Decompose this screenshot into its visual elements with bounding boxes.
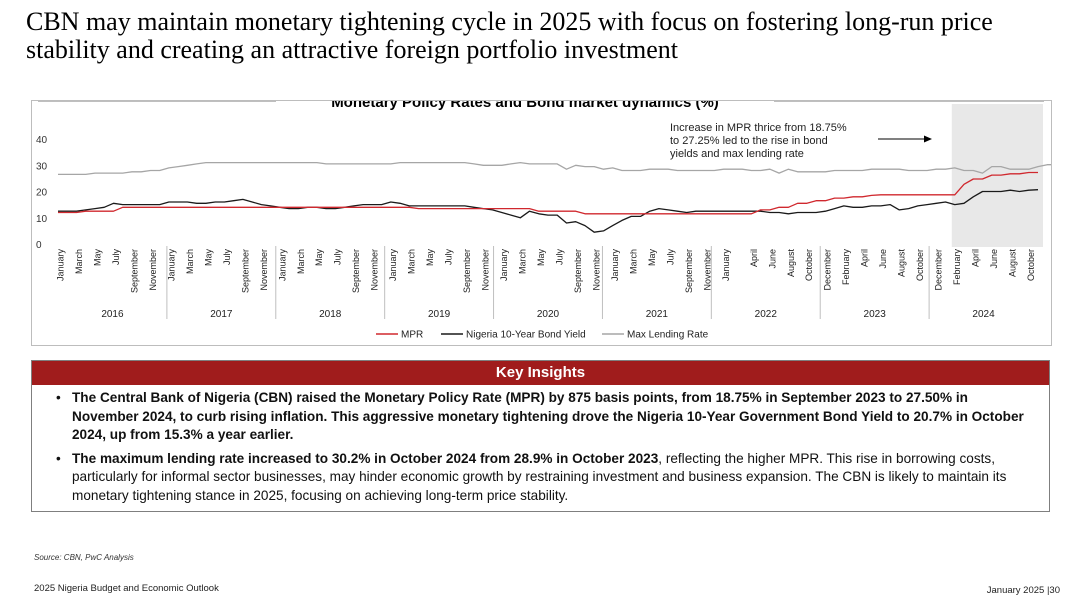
x-tick-label: October bbox=[804, 249, 814, 281]
series-line bbox=[58, 171, 1038, 215]
x-tick-label: October bbox=[1026, 249, 1036, 281]
x-tick-label: November bbox=[592, 249, 602, 291]
x-tick-label: August bbox=[786, 249, 796, 278]
y-tick-label: 0 bbox=[36, 240, 42, 251]
insights-list: The Central Bank of Nigeria (CBN) raised… bbox=[32, 389, 1049, 505]
x-tick-label: November bbox=[148, 249, 158, 291]
x-tick-label: July bbox=[111, 249, 121, 266]
x-tick-label: July bbox=[555, 249, 565, 266]
x-tick-label: September bbox=[462, 249, 472, 293]
series-line bbox=[58, 161, 1051, 176]
insight-2-text: , reflecting the higher MPR. This rise i… bbox=[72, 450, 1007, 503]
x-tick-label: November bbox=[481, 249, 491, 291]
footer-report-title: 2025 Nigeria Budget and Economic Outlook bbox=[34, 583, 219, 594]
x-tick-label: September bbox=[684, 249, 694, 293]
key-insights-panel: Key Insights The Central Bank of Nigeria… bbox=[31, 360, 1050, 512]
x-tick-label: March bbox=[629, 249, 639, 274]
x-tick-label: December bbox=[934, 249, 944, 291]
x-tick-label: February bbox=[841, 249, 851, 286]
year-label: 2020 bbox=[537, 309, 560, 320]
x-tick-label: September bbox=[351, 249, 361, 293]
year-label: 2016 bbox=[101, 309, 124, 320]
x-tick-label: May bbox=[647, 249, 657, 267]
x-tick-label: June bbox=[878, 249, 888, 269]
year-label: 2021 bbox=[646, 309, 669, 320]
chart-title-backdrop bbox=[280, 101, 770, 115]
x-tick-label: March bbox=[407, 249, 417, 274]
insight-bullet-2: The maximum lending rate increased to 30… bbox=[56, 450, 1035, 506]
x-tick-label: November bbox=[370, 249, 380, 291]
source-note: Source: CBN, PwC Analysis bbox=[34, 553, 134, 562]
x-tick-label: December bbox=[823, 249, 833, 291]
year-label: 2017 bbox=[210, 309, 233, 320]
x-tick-label: April bbox=[971, 249, 981, 267]
x-tick-label: March bbox=[518, 249, 528, 274]
x-tick-label: July bbox=[333, 249, 343, 266]
footer-page-number: January 2025 |30 bbox=[986, 585, 1060, 596]
y-tick-label: 40 bbox=[36, 135, 48, 146]
x-tick-label: January bbox=[55, 249, 65, 282]
x-tick-label: May bbox=[536, 249, 546, 267]
insight-2-bold-text: The maximum lending rate increased to 30… bbox=[72, 450, 659, 466]
year-label: 2022 bbox=[755, 309, 778, 320]
x-tick-label: August bbox=[1008, 249, 1018, 278]
x-tick-label: January bbox=[277, 249, 287, 282]
annotation-arrow-head bbox=[924, 135, 932, 143]
x-tick-label: January bbox=[166, 249, 176, 282]
x-tick-label: January bbox=[499, 249, 509, 282]
chart-svg: Monetary Policy Rates and Bond market dy… bbox=[36, 101, 1051, 341]
y-tick-label: 10 bbox=[36, 214, 48, 225]
x-tick-label: November bbox=[703, 249, 713, 291]
x-tick-label: January bbox=[388, 249, 398, 282]
x-tick-label: February bbox=[952, 249, 962, 286]
x-tick-label: May bbox=[314, 249, 324, 267]
x-tick-label: July bbox=[222, 249, 232, 266]
x-tick-label: September bbox=[129, 249, 139, 293]
x-tick-label: March bbox=[185, 249, 195, 274]
year-label: 2023 bbox=[864, 309, 887, 320]
x-tick-label: June bbox=[989, 249, 999, 269]
page-title: CBN may maintain monetary tightening cyc… bbox=[26, 7, 993, 64]
y-tick-label: 20 bbox=[36, 188, 48, 199]
x-tick-label: March bbox=[74, 249, 84, 274]
x-tick-label: July bbox=[666, 249, 676, 266]
x-tick-label: January bbox=[610, 249, 620, 282]
x-tick-label: September bbox=[573, 249, 583, 293]
x-tick-label: May bbox=[425, 249, 435, 267]
x-tick-label: September bbox=[240, 249, 250, 293]
key-insights-header: Key Insights bbox=[32, 361, 1049, 385]
x-tick-label: October bbox=[915, 249, 925, 281]
x-tick-label: July bbox=[444, 249, 454, 266]
insight-1-text: The Central Bank of Nigeria (CBN) raised… bbox=[72, 390, 1024, 442]
x-tick-label: April bbox=[860, 249, 870, 267]
series-line bbox=[58, 189, 1039, 233]
legend-label: Nigeria 10-Year Bond Yield bbox=[466, 330, 586, 341]
x-tick-label: June bbox=[767, 249, 777, 269]
x-tick-label: November bbox=[259, 249, 269, 291]
x-tick-label: April bbox=[749, 249, 759, 267]
x-tick-label: March bbox=[296, 249, 306, 274]
insight-bullet-1: The Central Bank of Nigeria (CBN) raised… bbox=[56, 389, 1035, 445]
legend-label: MPR bbox=[401, 330, 423, 341]
x-tick-label: January bbox=[721, 249, 731, 282]
year-label: 2024 bbox=[972, 309, 995, 320]
year-label: 2018 bbox=[319, 309, 342, 320]
annotation-text: Increase in MPR thrice from 18.75% to 27.… bbox=[670, 122, 847, 160]
chart-frame: Monetary Policy Rates and Bond market dy… bbox=[31, 100, 1052, 346]
year-label: 2019 bbox=[428, 309, 451, 320]
y-tick-label: 30 bbox=[36, 161, 48, 172]
legend-label: Max Lending Rate bbox=[627, 330, 709, 341]
chart-title: Monetary Policy Rates and Bond market dy… bbox=[331, 101, 719, 111]
x-tick-label: August bbox=[897, 249, 907, 278]
x-tick-label: May bbox=[203, 249, 213, 267]
x-tick-label: May bbox=[92, 249, 102, 267]
